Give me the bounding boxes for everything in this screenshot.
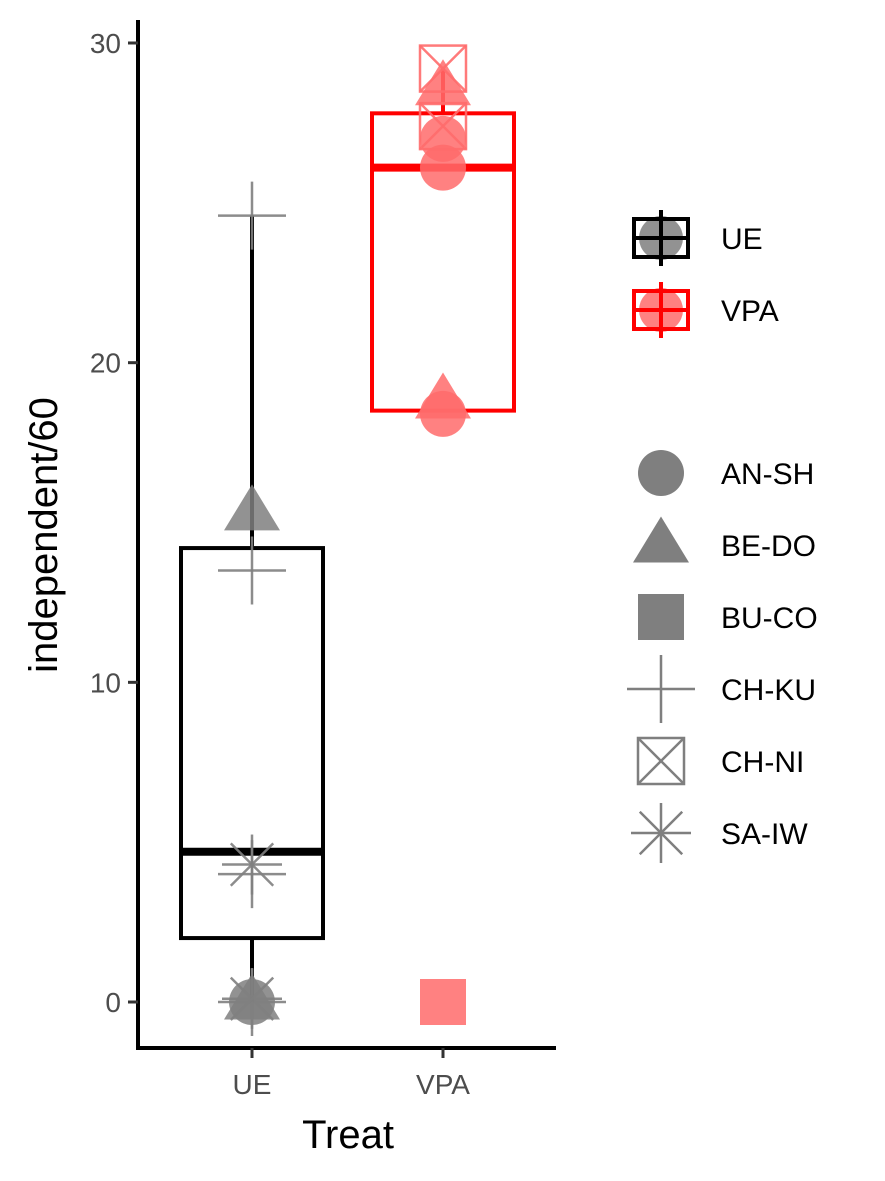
legend-subject: AN-SH BE-DO BU-CO CH-KU CH-NI SA-IW	[627, 450, 818, 863]
legend-subject-ch-ku: CH-KU	[627, 655, 816, 723]
y-tick-label: 30	[90, 28, 121, 59]
x-axis-title: Treat	[302, 1113, 394, 1157]
legend-subject-ch-ni: CH-NI	[636, 736, 804, 786]
legend-treat-vpa: VPA	[632, 282, 779, 338]
point-ue-sa-iw	[222, 834, 282, 895]
point-vpa-ch-ni	[418, 101, 468, 151]
point-ue-sa-iw	[222, 968, 282, 1029]
legend-treat-label: VPA	[721, 295, 779, 328]
legend-subject-be-do: BE-DO	[633, 516, 816, 563]
point-vpa-ch-ni	[418, 44, 468, 93]
point-ue-ch-ku	[218, 536, 286, 605]
legend-subject-label: BE-DO	[721, 530, 816, 563]
point-vpa-be-do	[415, 372, 471, 419]
legend-subject-label: CH-KU	[721, 674, 816, 707]
legend-key-boxed-x	[636, 736, 686, 786]
legend-key-triangle	[633, 516, 689, 563]
legend-key-circle	[638, 450, 684, 496]
point-vpa-be-do	[415, 59, 471, 106]
x-tick-label: UE	[233, 1069, 272, 1100]
legend-key-plus	[627, 655, 695, 723]
legend-key-square	[638, 594, 684, 640]
legend-subject-label: SA-IW	[721, 818, 808, 851]
y-tick-label: 20	[90, 348, 121, 379]
y-tick-label: 0	[105, 987, 121, 1018]
point-vpa-an-sh	[420, 144, 466, 191]
y-tick-label: 10	[90, 667, 121, 698]
axes: 0 10 20 30 UE VPA	[90, 20, 556, 1100]
legend-subject-label: BU-CO	[721, 602, 818, 635]
legend-treat: UE VPA	[632, 210, 779, 338]
legend-treat-ue: UE	[632, 210, 763, 266]
legend-subject-label: CH-NI	[721, 746, 804, 779]
legend-key-asterisk	[631, 803, 691, 863]
box-layer	[179, 68, 516, 1002]
legend-subject-an-sh: AN-SH	[638, 450, 814, 496]
legend-subject-bu-co: BU-CO	[638, 594, 818, 640]
point-layer	[218, 44, 471, 1036]
y-axis-title: independent/60	[22, 397, 66, 673]
point-ue-be-do	[224, 484, 280, 531]
x-tick-label: VPA	[416, 1069, 470, 1100]
legend-treat-label: UE	[721, 223, 763, 256]
legend-subject-label: AN-SH	[721, 458, 814, 491]
legend-subject-sa-iw: SA-IW	[631, 803, 808, 863]
point-ue-ch-ku	[218, 181, 286, 250]
point-vpa-bu-co	[420, 979, 466, 1025]
